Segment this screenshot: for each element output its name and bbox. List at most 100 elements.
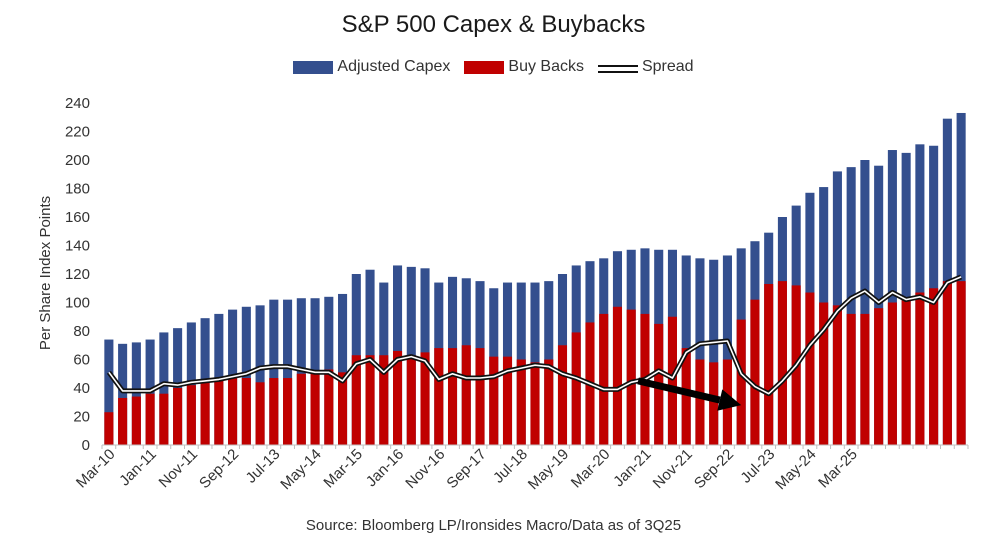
- spread-line: [106, 274, 963, 397]
- capex-bar: [118, 343, 128, 445]
- buyback-bar: [434, 348, 444, 445]
- legend-label-capex: Adjusted Capex: [337, 58, 451, 75]
- x-tick-label: Sep-12: [196, 446, 242, 492]
- y-tick-label: 20: [73, 409, 90, 426]
- x-tick-label: Mar-10: [73, 446, 119, 492]
- x-tick-label: Jan-11: [116, 446, 160, 490]
- buyback-bar: [571, 332, 581, 445]
- y-tick-label: 180: [65, 181, 90, 198]
- capex-bar: [159, 332, 169, 445]
- buyback-bar: [461, 345, 471, 445]
- buyback-bar: [200, 382, 210, 445]
- buyback-bar: [489, 356, 499, 445]
- buyback-bar: [667, 316, 677, 445]
- y-axis-label: Per Share Index Points: [37, 196, 54, 350]
- y-tick-label: 40: [73, 380, 90, 397]
- buyback-bar: [379, 355, 389, 445]
- buyback-bar: [777, 281, 787, 445]
- legend-label-spread: Spread: [641, 58, 694, 75]
- x-tick-label: Mar-15: [320, 446, 366, 492]
- legend-item-spread: Spread: [597, 58, 694, 76]
- buyback-bar: [145, 393, 155, 445]
- capex-bar: [338, 293, 348, 445]
- y-tick-label: 60: [73, 352, 90, 369]
- capex-bar: [887, 150, 897, 445]
- capex-bar: [283, 299, 293, 445]
- buyback-bar: [819, 302, 829, 445]
- buyback-bar: [131, 396, 141, 445]
- capex-bar: [709, 259, 719, 445]
- capex-bar: [131, 342, 141, 445]
- x-tick-label: Mar-25: [815, 446, 861, 492]
- buyback-bar: [695, 359, 705, 445]
- y-tick-label: 240: [65, 95, 90, 112]
- buyback-bar: [269, 378, 279, 445]
- chart-title: S&P 500 Capex & Buybacks: [341, 11, 646, 38]
- buyback-bar: [475, 348, 485, 445]
- buyback-bar: [502, 356, 513, 445]
- y-tick-label: 200: [65, 152, 90, 169]
- buyback-bar: [709, 362, 719, 445]
- buyback-bar: [186, 385, 196, 445]
- legend-item-capex: Adjusted Capex: [293, 58, 450, 76]
- x-tick-label: Nov-16: [402, 446, 448, 492]
- legend-item-buybacks: Buy Backs: [464, 58, 584, 76]
- legend-label-buybacks: Buy Backs: [508, 58, 584, 75]
- y-tick-label: 160: [65, 209, 90, 226]
- spread-line-inner: [108, 276, 962, 395]
- capex-bar: [269, 299, 279, 445]
- y-tick-label: 0: [82, 437, 90, 454]
- buyback-bar: [159, 393, 169, 445]
- buyback-bar: [283, 378, 293, 445]
- buyback-bar: [228, 378, 238, 445]
- buyback-bar: [860, 313, 870, 445]
- x-tick-label: Jan-21: [610, 446, 654, 490]
- buyback-bar: [447, 348, 458, 445]
- trend-arrow: [637, 377, 742, 411]
- buyback-bar: [530, 362, 540, 445]
- x-tick-label: Sep-17: [443, 446, 489, 492]
- buyback-bar: [173, 388, 183, 445]
- capex-bar: [104, 339, 114, 445]
- x-tick-label: Nov-11: [156, 446, 201, 491]
- buyback-bar: [874, 308, 884, 445]
- y-tick-label: 220: [65, 124, 90, 141]
- buyback-bar: [296, 373, 306, 445]
- buyback-bar: [929, 288, 939, 445]
- x-tick-label: Mar-20: [568, 446, 614, 492]
- arrow-shaft: [637, 377, 721, 404]
- buyback-bar: [544, 359, 554, 445]
- buyback-bar: [942, 281, 952, 445]
- capex-bar: [860, 160, 870, 445]
- legend-swatch-spread: [597, 61, 638, 74]
- y-tick-label: 80: [73, 323, 90, 340]
- legend-swatch-buybacks: [464, 60, 505, 74]
- x-tick-label: Jan-16: [363, 446, 407, 490]
- legend-swatch-capex: [293, 60, 334, 74]
- buyback-bar: [832, 305, 842, 445]
- arrow-head: [717, 389, 742, 411]
- y-tick-label: 140: [65, 238, 90, 255]
- y-tick-labels: 0 20 40 60 80 100 120 140 160 180 200 220 240: [65, 95, 90, 454]
- buyback-bar: [338, 372, 348, 445]
- buyback-bar: [764, 283, 774, 445]
- buyback-bar: [365, 355, 375, 445]
- x-tick-label: Sep-22: [691, 446, 737, 492]
- buyback-bar: [241, 378, 251, 445]
- buyback-bar: [118, 397, 128, 445]
- buyback-bar: [310, 370, 320, 445]
- x-tick-label: May-19: [525, 446, 572, 493]
- buyback-bar: [557, 345, 568, 445]
- buyback-bar: [846, 313, 856, 445]
- buyback-bar: [324, 369, 334, 445]
- source-note: Source: Bloomberg LP/Ironsides Macro/Dat…: [305, 517, 682, 534]
- buyback-bar: [750, 299, 760, 445]
- chart-legend: Adjusted Capex Buy Backs Spread: [0, 58, 987, 76]
- buyback-bar: [736, 319, 746, 445]
- capex-bar: [874, 165, 884, 445]
- capex-bar: [255, 305, 265, 445]
- buyback-bar: [915, 292, 925, 445]
- x-tick-label: May-14: [277, 446, 324, 493]
